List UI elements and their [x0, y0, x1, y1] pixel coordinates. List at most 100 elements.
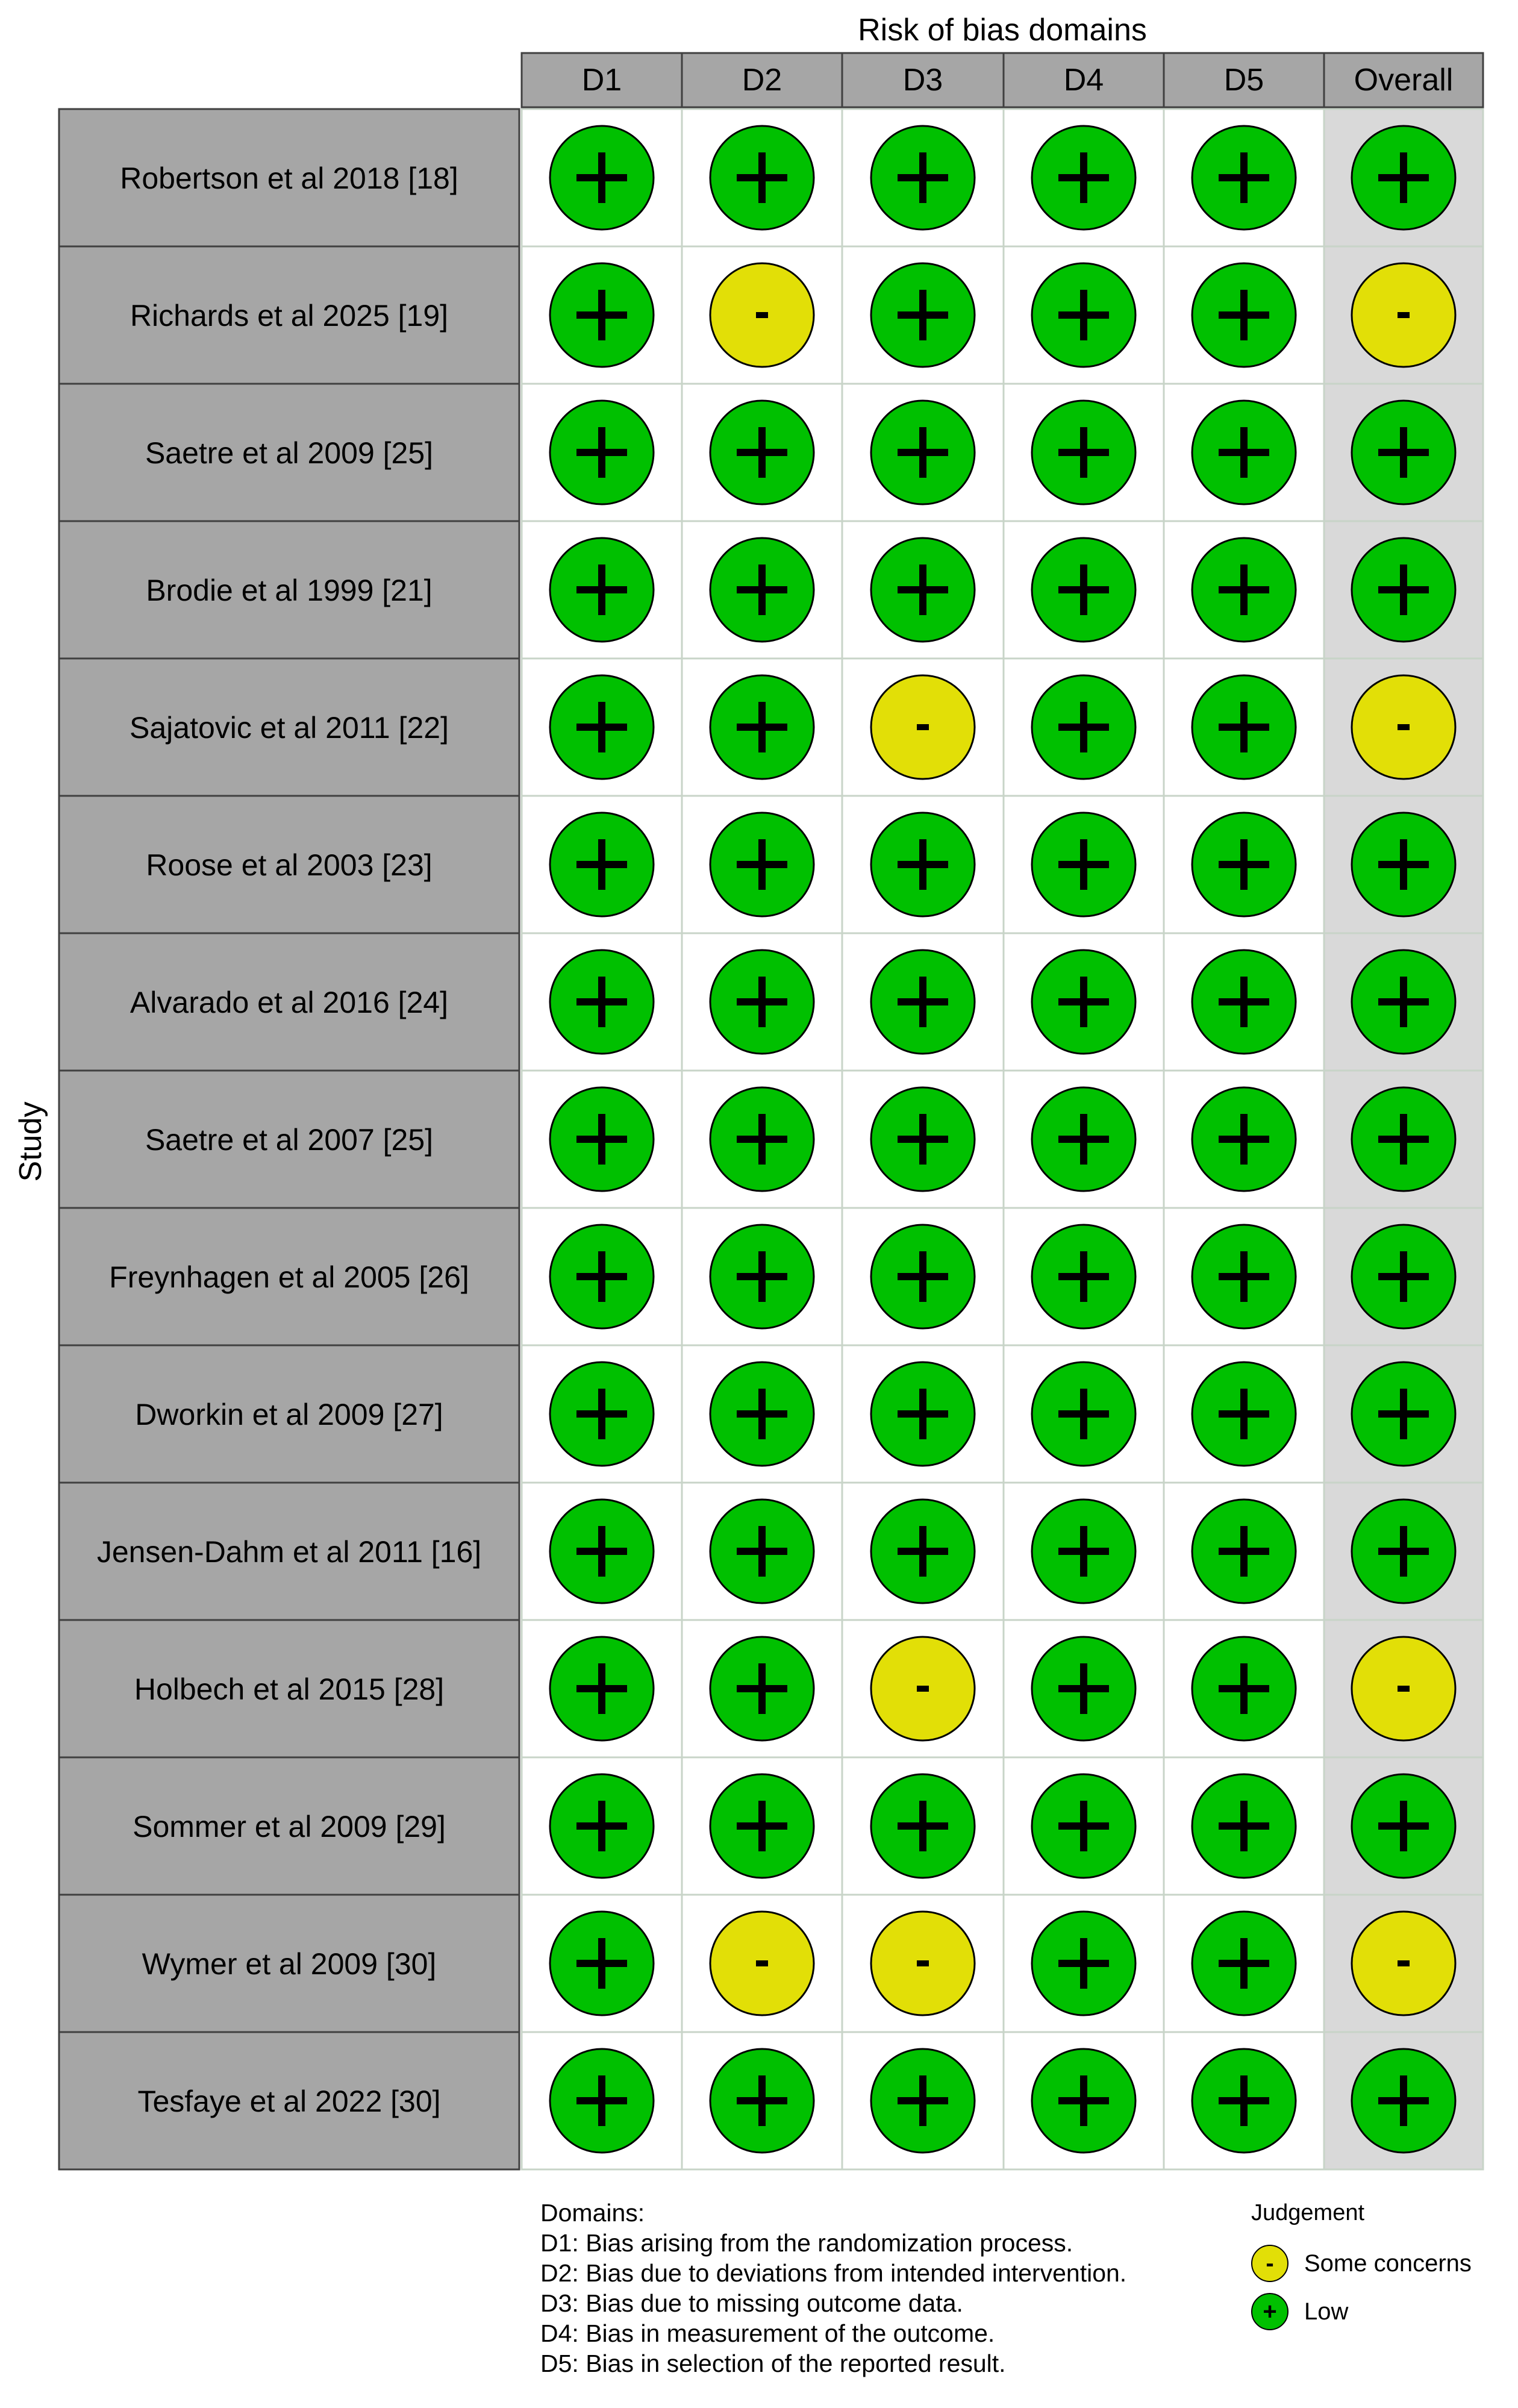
- plus-icon: [1240, 152, 1248, 203]
- plus-icon: [758, 427, 766, 478]
- plus-icon: [598, 702, 605, 752]
- plus-icon: [1080, 1389, 1087, 1439]
- some-concerns-icon: -: [1251, 2245, 1288, 2282]
- plus-icon: [1080, 1801, 1087, 1851]
- plus-icon: [919, 564, 926, 615]
- study-label: Saetre et al 2009 [25]: [145, 436, 433, 470]
- study-label-cell: [58, 1894, 520, 2033]
- column-header-overall: Overall: [1354, 63, 1454, 98]
- study-label: Alvarado et al 2016 [24]: [130, 986, 448, 1019]
- plus-icon: [1240, 564, 1248, 615]
- plus-icon: [1400, 1801, 1407, 1851]
- plus-icon: [919, 1526, 926, 1577]
- column-header-d1: D1: [582, 63, 622, 98]
- plus-icon: [598, 152, 605, 203]
- plus-icon: [1400, 1389, 1407, 1439]
- domain-description-d2: D2: Bias due to deviations from intended…: [540, 2259, 1127, 2287]
- plus-icon: [1240, 702, 1248, 752]
- plus-icon: [1240, 1251, 1248, 1302]
- plus-icon: [1080, 290, 1087, 340]
- study-label-cell: [58, 657, 520, 797]
- study-label-cell: [58, 245, 520, 385]
- risk-of-bias-chart: Risk of bias domains Study D1 D2 D3 D4 D5 Ove…: [13, 13, 1484, 2171]
- plus-icon: [1400, 2075, 1407, 2126]
- judgement-legend-item: - Some concerns: [1251, 2239, 1504, 2288]
- judgement-label: Some concerns: [1304, 2250, 1472, 2277]
- plus-icon: [1400, 839, 1407, 890]
- column-header-d5: D5: [1224, 63, 1264, 98]
- study-label: Sommer et al 2009 [29]: [133, 1810, 446, 1844]
- plus-icon: [1080, 1663, 1087, 1714]
- plus-icon: [1080, 839, 1087, 890]
- study-label: Dworkin et al 2009 [27]: [135, 1398, 443, 1431]
- plus-icon: [1080, 564, 1087, 615]
- column-header-cell: [681, 52, 843, 108]
- plus-icon: [1400, 1526, 1407, 1577]
- study-label: Freynhagen et al 2005 [26]: [109, 1260, 469, 1294]
- plus-icon: [758, 1526, 766, 1577]
- plus-icon: [1240, 1938, 1248, 1989]
- plus-icon: [598, 1938, 605, 1989]
- judgement-legend-title: Judgement: [1251, 2200, 1365, 2225]
- judgement-label: Low: [1304, 2298, 1349, 2325]
- plus-icon: [1080, 1938, 1087, 1989]
- plus-icon: [1240, 1114, 1248, 1165]
- plus-icon: [598, 427, 605, 478]
- plus-icon: [758, 1114, 766, 1165]
- minus-icon: [1398, 312, 1410, 318]
- plus-icon: [1080, 977, 1087, 1027]
- domain-description-d1: D1: Bias arising from the randomization …: [540, 2229, 1073, 2257]
- plus-icon: [1240, 1663, 1248, 1714]
- study-label-cell: [58, 1756, 520, 1896]
- plus-icon: [1240, 290, 1248, 340]
- minus-icon: [1398, 1960, 1410, 1966]
- plus-icon: [598, 290, 605, 340]
- domain-description-d3: D3: Bias due to missing outcome data.: [540, 2289, 963, 2317]
- plus-icon: [919, 839, 926, 890]
- plus-icon: [1400, 1251, 1407, 1302]
- plus-icon: [598, 839, 605, 890]
- plus-icon: [919, 2075, 926, 2126]
- minus-icon: [756, 1960, 768, 1966]
- plus-icon: [758, 977, 766, 1027]
- study-label: Wymer et al 2009 [30]: [142, 1947, 437, 1981]
- study-label-cell: [58, 1207, 520, 1346]
- domains-legend-title: Domains:: [540, 2199, 645, 2227]
- low-risk-icon: +: [1251, 2293, 1288, 2330]
- plus-icon: [1240, 1801, 1248, 1851]
- plus-icon: [1240, 427, 1248, 478]
- column-header-cell: [1323, 52, 1484, 108]
- study-label: Holbech et al 2015 [28]: [134, 1672, 444, 1706]
- study-label: Roose et al 2003 [23]: [146, 848, 432, 882]
- plus-icon: [1080, 702, 1087, 752]
- plus-icon: [919, 427, 926, 478]
- plus-icon: [919, 290, 926, 340]
- minus-icon: [756, 312, 768, 318]
- plus-icon: [598, 1114, 605, 1165]
- plus-icon: [758, 2075, 766, 2126]
- plus-icon: [1080, 427, 1087, 478]
- plus-icon: [598, 1526, 605, 1577]
- plus-icon: [1240, 977, 1248, 1027]
- minus-icon: [1398, 1686, 1410, 1692]
- plus-icon: [1240, 1526, 1248, 1577]
- column-header-cell: [520, 52, 683, 108]
- plus-icon: [758, 564, 766, 615]
- domain-description-d5: D5: Bias in selection of the reported re…: [540, 2350, 1006, 2377]
- plus-icon: [1080, 1526, 1087, 1577]
- minus-icon: [917, 1686, 929, 1692]
- plus-icon: [1400, 152, 1407, 203]
- study-label: Tesfaye et al 2022 [30]: [137, 2084, 440, 2118]
- study-label-cell: [58, 795, 520, 934]
- plus-icon: [1080, 1114, 1087, 1165]
- minus-icon: [917, 1960, 929, 1966]
- plus-icon: [919, 977, 926, 1027]
- plus-icon: [598, 1663, 605, 1714]
- y-axis-label: Study: [13, 1102, 48, 1182]
- column-header-d4: D4: [1064, 63, 1104, 98]
- plus-icon: [1080, 1251, 1087, 1302]
- judgement-legend: Judgement - Some concerns + Low: [1251, 2200, 1504, 2336]
- plus-icon: [598, 1801, 605, 1851]
- study-label: Richards et al 2025 [19]: [130, 299, 448, 333]
- study-label: Sajatovic et al 2011 [22]: [130, 711, 449, 745]
